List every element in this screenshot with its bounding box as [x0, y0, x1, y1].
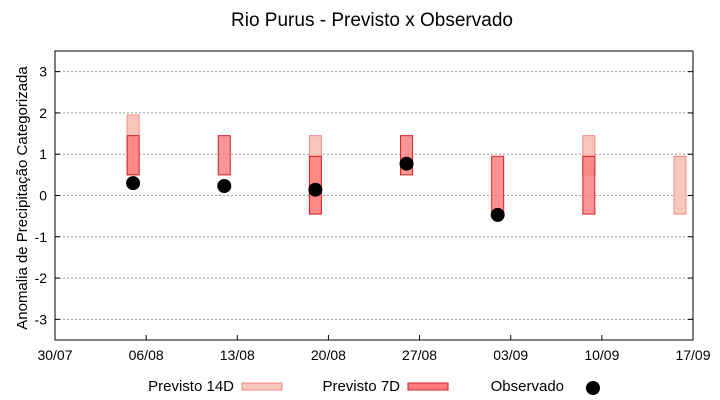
chart-title: Rio Purus - Previsto x Observado	[231, 10, 513, 31]
y-tick-label: 1	[39, 146, 47, 162]
observed-point	[399, 156, 414, 171]
range-bar-previsto-7d	[217, 135, 231, 176]
observed-point	[217, 179, 232, 194]
legend-swatch	[407, 382, 449, 391]
legend-label: Observado	[491, 378, 564, 395]
range-bar-previsto-7d	[126, 135, 140, 176]
range-bar-previsto-14d	[673, 155, 687, 215]
y-tick-label: 2	[39, 105, 47, 121]
x-tick-label: 30/07	[37, 347, 72, 363]
y-tick-label: 3	[39, 64, 47, 80]
legend: Previsto 14D Previsto 7D Observado	[148, 378, 600, 395]
x-tick-label: 27/08	[402, 347, 437, 363]
legend-swatch	[586, 381, 600, 395]
legend-swatch	[241, 382, 283, 391]
observed-point	[308, 182, 323, 197]
observed-point	[490, 207, 505, 222]
y-tick-label: -2	[35, 270, 48, 286]
y-tick-label: 0	[39, 188, 47, 204]
legend-label: Previsto 14D	[148, 378, 234, 395]
x-tick-label: 20/08	[311, 347, 346, 363]
observed-point	[126, 176, 141, 191]
x-tick-label: 17/09	[675, 347, 710, 363]
legend-label: Previsto 7D	[322, 378, 400, 395]
plot-frame	[54, 50, 694, 341]
axes: -3 -2 -1 0 1 2 3 30/07 06/08 13/08 20/08 27/08 03/09…	[35, 64, 711, 363]
plot-marks	[126, 114, 687, 222]
x-tick-label: 06/08	[129, 347, 164, 363]
y-axis-label: Anomalia de Precipitação Categorizada	[14, 66, 31, 330]
grid-lines	[55, 71, 693, 320]
x-tick-label: 13/08	[220, 347, 255, 363]
x-tick-label: 03/09	[493, 347, 528, 363]
y-tick-label: -1	[35, 229, 48, 245]
range-bar-previsto-7d	[491, 155, 505, 215]
range-bar-previsto-7d	[582, 155, 596, 215]
y-tick-label: -3	[35, 311, 48, 327]
x-tick-label: 10/09	[584, 347, 619, 363]
